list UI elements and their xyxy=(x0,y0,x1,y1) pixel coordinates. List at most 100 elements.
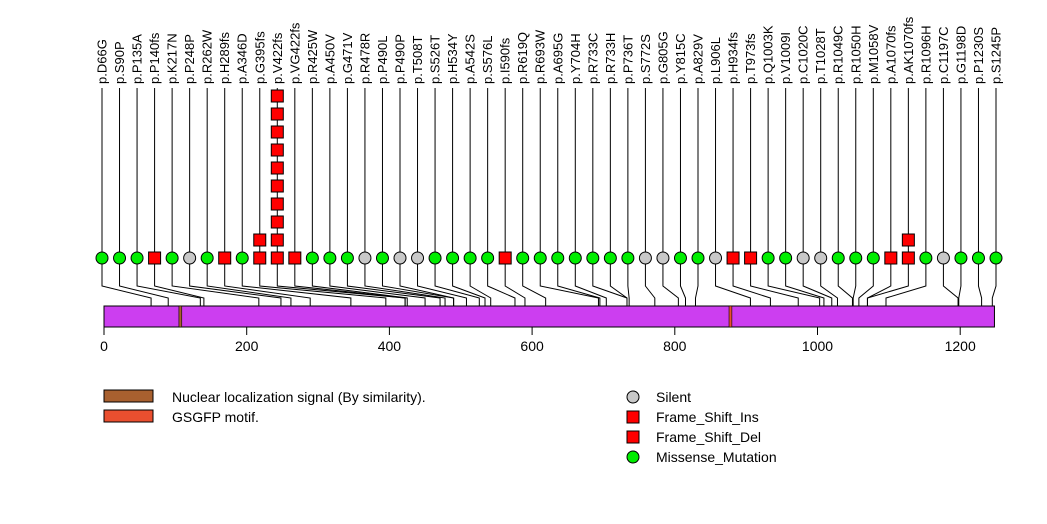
missense-marker xyxy=(989,251,1003,265)
mutation-label: p.M1058V xyxy=(866,24,881,84)
mutation-label: p.A829V xyxy=(691,34,706,84)
mutation-label: p.I590fs xyxy=(498,37,513,84)
missense-marker xyxy=(954,251,968,265)
mutation-label: p.R733C xyxy=(585,33,600,84)
legend-domain-label: Nuclear localization signal (By similari… xyxy=(172,389,426,405)
mutation-label: p.P736T xyxy=(620,35,635,84)
mutation-label: p.T1028T xyxy=(813,28,828,84)
frameshift-marker xyxy=(270,161,284,175)
mutation-label: p.S90P xyxy=(112,41,127,84)
silent-marker xyxy=(183,251,197,265)
mutation-markers xyxy=(95,89,1003,265)
frameshift-marker xyxy=(270,233,284,247)
missense-marker xyxy=(95,251,109,265)
mutation-label: p.R425W xyxy=(305,29,320,84)
legend-mutation-label: Missense_Mutation xyxy=(656,449,777,465)
mutation-label: p.R1049C xyxy=(831,25,846,84)
missense-marker xyxy=(305,251,319,265)
x-tick-label: 600 xyxy=(520,338,544,354)
frameshift-marker xyxy=(901,233,915,247)
silent-marker xyxy=(638,251,652,265)
mutation-label: p.R693W xyxy=(533,29,548,84)
missense-marker xyxy=(533,251,547,265)
frameshift-marker xyxy=(148,251,162,265)
mutation-label: p.G1198D xyxy=(953,26,968,84)
mutation-label: p.C1197C xyxy=(936,26,951,84)
x-tick-label: 200 xyxy=(235,338,259,354)
mutation-label: p.R733H xyxy=(603,33,618,84)
missense-marker xyxy=(516,251,530,265)
domain-0 xyxy=(178,305,183,328)
mutation-label: p.V1009I xyxy=(778,32,793,84)
protein-bar xyxy=(103,305,995,328)
missense-marker xyxy=(323,251,337,265)
mutation-label: p.R1096H xyxy=(918,25,933,84)
mutation-label: p.VG422fs xyxy=(287,22,302,84)
mutation-label: p.A695G xyxy=(550,33,565,84)
legend-circle-icon xyxy=(626,450,640,464)
legend-square-icon xyxy=(626,430,640,444)
frameshift-marker xyxy=(218,251,232,265)
mutation-label: p.G471V xyxy=(340,32,355,84)
mutation-label: p.A346D xyxy=(235,33,250,84)
mutation-label: p.T973fs xyxy=(743,33,758,84)
legend-square-icon xyxy=(626,410,640,424)
missense-marker xyxy=(831,251,845,265)
legend-domain-swatch xyxy=(103,389,154,403)
frameshift-marker xyxy=(270,107,284,121)
missense-marker xyxy=(428,251,442,265)
mutation-label: p.S526T xyxy=(428,35,443,84)
frameshift-marker xyxy=(270,179,284,193)
legend-mutation-label: Frame_Shift_Del xyxy=(656,429,761,445)
mutation-labels: p.D66G p.S90P p.P135A p.P140fs p.K217N p.P248… xyxy=(95,16,1004,84)
protein-track xyxy=(103,305,995,328)
mutation-label: p.P140fs xyxy=(147,32,162,84)
mutation-label: p.H289fs xyxy=(217,31,232,84)
frameshift-marker xyxy=(270,251,284,265)
mutation-label: p.P248P xyxy=(182,34,197,84)
mutation-label: p.S576L xyxy=(480,36,495,84)
mutation-label: p.R1050H xyxy=(848,25,863,84)
x-axis: 0 200 400 600 800 1000 1200 xyxy=(100,327,976,354)
missense-marker xyxy=(551,251,565,265)
legend-domain-label: GSGFP motif. xyxy=(172,409,259,425)
missense-marker xyxy=(691,251,705,265)
mutation-label: p.A1070fs xyxy=(883,25,898,84)
missense-marker xyxy=(849,251,863,265)
mutation-label: p.R619Q xyxy=(515,32,530,84)
mutation-label: p.S1245P xyxy=(989,27,1004,84)
silent-marker xyxy=(709,251,723,265)
silent-marker xyxy=(656,251,670,265)
missense-marker xyxy=(113,251,127,265)
missense-marker xyxy=(586,251,600,265)
missense-marker xyxy=(621,251,635,265)
mutation-label: p.Q1003K xyxy=(761,25,776,84)
legend-mutation-label: Silent xyxy=(656,389,691,405)
frameshift-marker xyxy=(498,251,512,265)
frameshift-marker xyxy=(901,251,915,265)
frameshift-marker xyxy=(253,251,267,265)
missense-marker xyxy=(673,251,687,265)
x-tick-label: 1200 xyxy=(945,338,976,354)
missense-marker xyxy=(165,251,179,265)
frameshift-marker xyxy=(270,143,284,157)
silent-marker xyxy=(358,251,372,265)
frameshift-marker xyxy=(744,251,758,265)
missense-marker xyxy=(375,251,389,265)
frameshift-marker xyxy=(884,251,898,265)
missense-marker xyxy=(481,251,495,265)
frameshift-marker xyxy=(270,125,284,139)
mutation-label: p.A450V xyxy=(322,34,337,84)
mutation-label: p.D66G xyxy=(95,39,110,84)
mutation-label: p.T508T xyxy=(410,36,425,84)
mutation-label: p.P1230S xyxy=(971,27,986,84)
missense-marker xyxy=(971,251,985,265)
mutation-label: p.H534Y xyxy=(445,33,460,84)
legend-mutation-label: Frame_Shift_Ins xyxy=(656,409,759,425)
x-tick-label: 1000 xyxy=(802,338,833,354)
missense-marker xyxy=(130,251,144,265)
mutation-label: p.V422fs xyxy=(270,32,285,84)
frameshift-marker xyxy=(253,233,267,247)
mutation-label: p.R478R xyxy=(357,33,372,84)
